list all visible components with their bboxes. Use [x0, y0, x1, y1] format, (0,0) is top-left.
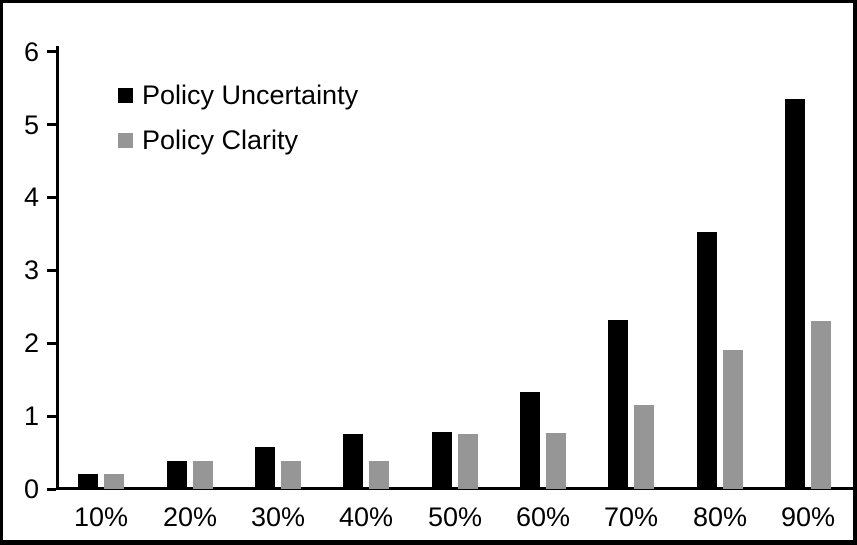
legend-swatch-policy-uncertainty — [118, 87, 133, 103]
x-tick-label-20-: 20% — [162, 502, 218, 532]
bar-policy-clarity-50- — [458, 434, 478, 489]
y-tick-mark-0 — [47, 487, 56, 491]
bar-policy-clarity-80- — [723, 350, 743, 489]
bar-policy-uncertainty-20- — [167, 461, 187, 489]
x-tick-label-70-: 70% — [603, 502, 659, 532]
x-tick-label-30-: 30% — [250, 502, 306, 532]
y-tick-label-6: 6 — [23, 36, 39, 67]
y-tick-label-0: 0 — [23, 474, 39, 504]
bar-policy-clarity-10- — [104, 474, 124, 489]
bar-policy-uncertainty-10- — [78, 474, 98, 489]
bar-policy-clarity-20- — [193, 461, 213, 489]
y-tick-label-2: 2 — [23, 328, 39, 359]
bar-policy-uncertainty-50- — [432, 432, 452, 489]
x-tick-label-80-: 80% — [692, 502, 748, 532]
bar-policy-clarity-70- — [634, 405, 654, 489]
legend-item-policy-clarity: Policy Clarity — [118, 125, 358, 155]
y-tick-mark-4 — [47, 195, 56, 199]
y-tick-label-1: 1 — [23, 401, 39, 432]
bar-policy-uncertainty-30- — [255, 447, 275, 489]
y-tick-label-3: 3 — [23, 255, 39, 286]
y-tick-label-4: 4 — [23, 182, 39, 213]
bar-policy-clarity-60- — [546, 433, 566, 489]
legend-label-policy-uncertainty: Policy Uncertainty — [142, 80, 359, 110]
bar-policy-uncertainty-60- — [520, 392, 540, 489]
y-axis-line — [56, 46, 59, 490]
bar-policy-uncertainty-80- — [697, 232, 717, 489]
bar-policy-uncertainty-40- — [343, 434, 363, 489]
bar-policy-uncertainty-70- — [608, 320, 628, 489]
legend: Policy Uncertainty Policy Clarity — [118, 80, 358, 155]
y-tick-label-5: 5 — [23, 109, 39, 140]
legend-swatch-policy-clarity — [118, 132, 133, 148]
bar-policy-clarity-30- — [281, 461, 301, 489]
x-tick-label-50-: 50% — [427, 502, 483, 532]
bar-policy-uncertainty-90- — [785, 99, 805, 489]
x-tick-label-60-: 60% — [515, 502, 571, 532]
y-tick-mark-1 — [47, 414, 56, 418]
y-tick-mark-3 — [47, 268, 56, 272]
bar-policy-clarity-40- — [369, 461, 389, 489]
y-tick-mark-6 — [47, 50, 56, 54]
x-tick-label-10-: 10% — [73, 502, 129, 532]
x-axis-line — [56, 487, 853, 490]
x-tick-label-40-: 40% — [338, 502, 394, 532]
y-tick-mark-5 — [47, 123, 56, 126]
y-tick-mark-2 — [47, 341, 56, 345]
legend-label-policy-clarity: Policy Clarity — [142, 125, 299, 155]
legend-item-policy-uncertainty: Policy Uncertainty — [118, 80, 358, 110]
bar-policy-clarity-90- — [811, 321, 831, 489]
x-tick-label-90-: 90% — [780, 502, 836, 532]
